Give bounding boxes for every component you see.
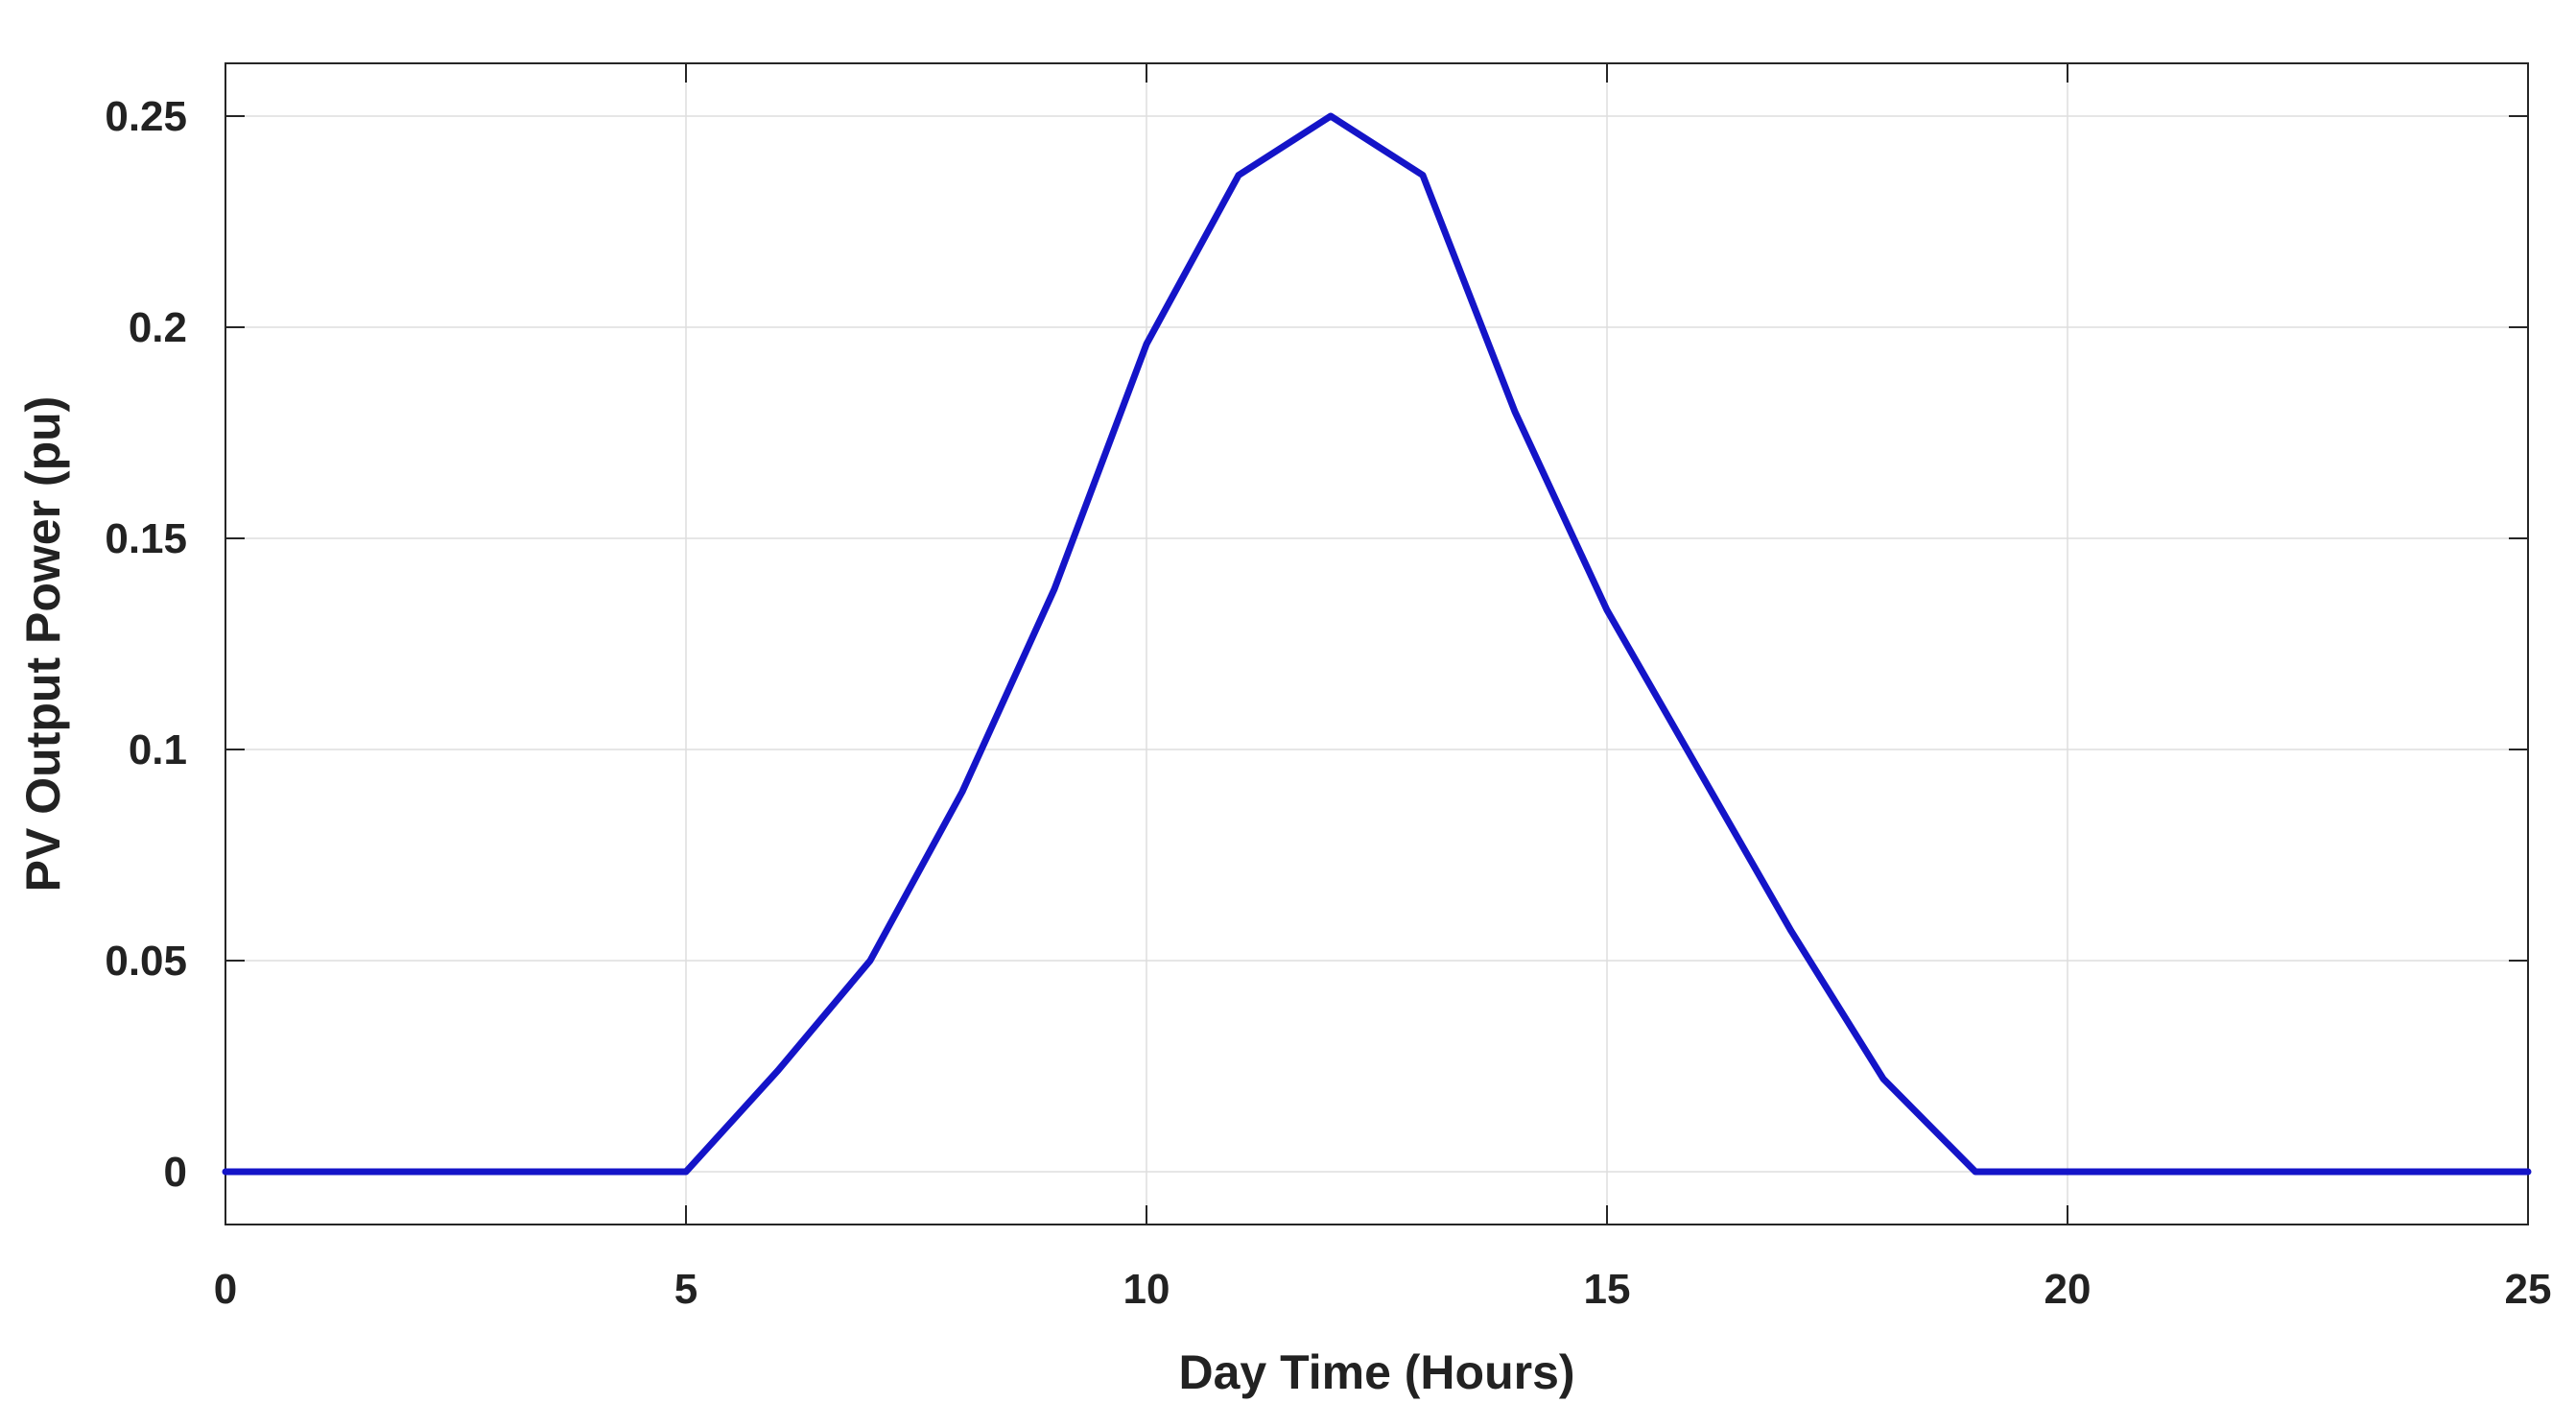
x-tick-labels: 0 5 10 15 20 25 [214, 1266, 2552, 1313]
series-layer [222, 112, 2532, 1176]
x-tick-label: 10 [1123, 1266, 1170, 1313]
plot-area [225, 63, 2528, 1225]
x-tick-label: 15 [1584, 1266, 1631, 1313]
x-tick-label: 25 [2505, 1266, 2552, 1313]
y-tick-label: 0.25 [105, 93, 187, 140]
y-tick-label: 0.05 [105, 938, 187, 985]
y-axis-label: PV Output Power (pu) [16, 396, 70, 892]
y-tick-label: 0.2 [129, 304, 187, 351]
y-tick-labels: 0 0.05 0.1 0.15 0.2 0.25 [105, 93, 187, 1196]
series-line [222, 112, 2532, 1176]
x-axis-label: Day Time (Hours) [1178, 1345, 1574, 1399]
y-tick-label: 0 [164, 1149, 187, 1196]
y-tick-label: 0.1 [129, 726, 187, 773]
x-tick-label: 20 [2044, 1266, 2092, 1313]
y-tick-label: 0.15 [105, 515, 187, 562]
x-tick-label: 0 [214, 1266, 237, 1313]
axis-ticks [225, 63, 2529, 1225]
axes-box [225, 62, 2529, 1225]
x-tick-label: 5 [674, 1266, 697, 1313]
